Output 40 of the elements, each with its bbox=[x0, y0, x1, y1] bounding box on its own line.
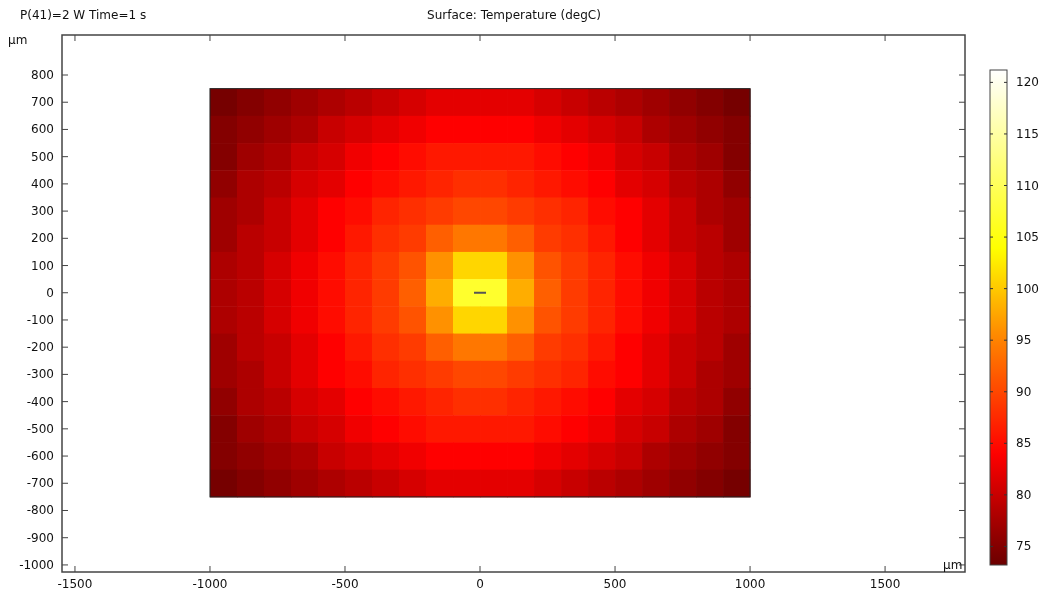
y-tick-label: -100 bbox=[26, 312, 54, 327]
color-bar-label: 95 bbox=[1016, 333, 1032, 348]
y-tick-label: 600 bbox=[31, 122, 54, 137]
y-tick-label: 500 bbox=[31, 149, 54, 164]
x-axis-title: µm bbox=[943, 558, 963, 572]
color-bar-label: 100 bbox=[1016, 281, 1039, 296]
x-tick-label: -500 bbox=[331, 577, 359, 591]
y-tick-label: 700 bbox=[31, 95, 54, 110]
chart-subtitle: P(41)=2 W Time=1 s bbox=[20, 8, 147, 22]
y-tick-label: -500 bbox=[26, 421, 54, 436]
color-bar-label: 105 bbox=[1016, 230, 1039, 245]
color-bar-label: 115 bbox=[1016, 126, 1039, 141]
y-tick-label: 800 bbox=[31, 68, 54, 83]
y-axis-title: µm bbox=[8, 33, 28, 47]
x-tick-label: 0 bbox=[476, 577, 484, 591]
y-tick-label: -400 bbox=[26, 394, 54, 409]
y-tick-label: -900 bbox=[26, 530, 54, 545]
color-bar-label: 90 bbox=[1016, 384, 1032, 399]
color-bar-label: 85 bbox=[1016, 436, 1032, 451]
y-tick-label: -600 bbox=[26, 449, 54, 464]
x-tick-label: -1000 bbox=[192, 577, 228, 591]
y-tick-label: -200 bbox=[26, 340, 54, 355]
y-tick-label: -800 bbox=[26, 503, 54, 518]
color-bar-label: 80 bbox=[1016, 487, 1032, 502]
y-tick-label: 400 bbox=[31, 176, 54, 191]
color-bar-label: 75 bbox=[1016, 539, 1032, 554]
y-tick-label: 100 bbox=[31, 258, 54, 273]
y-tick-label: -300 bbox=[26, 367, 54, 382]
x-tick-label: 1500 bbox=[869, 577, 901, 591]
y-tick-label: 200 bbox=[31, 231, 54, 246]
y-tick-label: -1000 bbox=[19, 557, 54, 572]
color-bar-label: 110 bbox=[1016, 178, 1039, 193]
y-tick-label: 300 bbox=[31, 204, 54, 219]
y-tick-label: 0 bbox=[46, 285, 54, 300]
color-bar-label: 120 bbox=[1016, 75, 1039, 90]
chart-title: Surface: Temperature (degC) bbox=[427, 8, 601, 22]
x-tick-label: 1000 bbox=[734, 577, 766, 591]
x-tick-label: 500 bbox=[603, 577, 627, 591]
x-tick-label: -1500 bbox=[57, 577, 93, 591]
y-tick-label: -700 bbox=[26, 476, 54, 491]
